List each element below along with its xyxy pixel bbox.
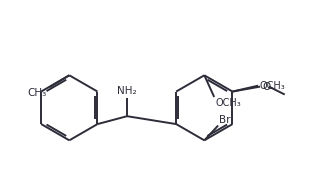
Text: NH₂: NH₂ — [117, 87, 137, 96]
Text: Br: Br — [219, 115, 231, 125]
Text: OCH₃: OCH₃ — [215, 98, 241, 108]
Text: O: O — [262, 82, 270, 92]
Text: CH₃: CH₃ — [27, 88, 47, 98]
Text: OCH₃: OCH₃ — [259, 81, 285, 91]
